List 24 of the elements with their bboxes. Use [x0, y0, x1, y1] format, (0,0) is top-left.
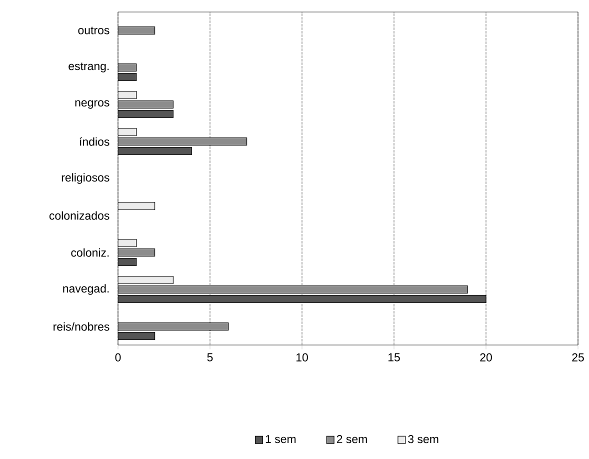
x-tick-label: 0 [115, 353, 121, 362]
x-tick-label: 10 [296, 353, 308, 362]
bar [118, 285, 468, 294]
legend-label: 2 sem [336, 435, 367, 444]
bar [118, 100, 174, 109]
y-tick-label: religiosos [62, 173, 110, 184]
x-tick-label: 15 [388, 353, 400, 362]
y-tick-label: navegad. [63, 284, 109, 295]
x-tick-label: 5 [207, 353, 213, 362]
x-tick-label: 20 [480, 353, 492, 362]
y-tick-label: colonizados [49, 211, 110, 220]
bar [118, 137, 248, 146]
x-tick-label: 25 [572, 353, 584, 362]
bar [118, 248, 156, 257]
y-tick-label: estrang. [68, 62, 109, 72]
legend-label: 1 sem [266, 435, 296, 444]
y-tick-label: coloniz. [71, 248, 109, 257]
legend-label: 3 sem [408, 435, 438, 444]
bar [118, 26, 156, 35]
y-tick-label: reis/nobres [54, 322, 110, 331]
y-tick-label: índios [80, 137, 110, 146]
y-tick-label: negros [75, 100, 110, 109]
y-tick-label: outros [78, 26, 110, 34]
bar [118, 322, 229, 331]
